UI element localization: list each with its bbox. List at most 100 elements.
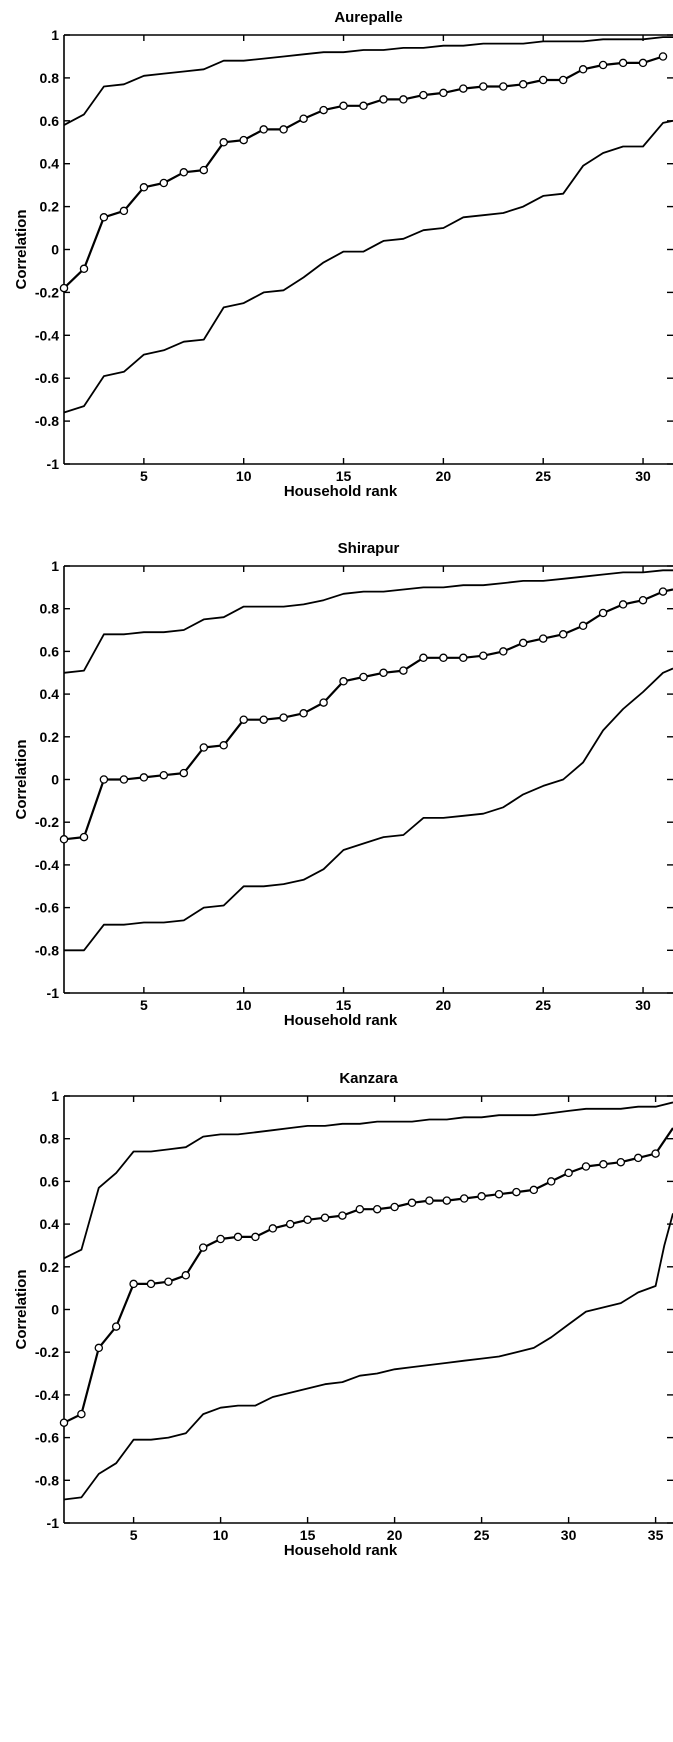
- y-tick-label: -0.4: [35, 1387, 59, 1403]
- y-tick-label: 0.2: [40, 199, 60, 215]
- data-point: [419, 653, 428, 663]
- y-tick-label: -0.8: [35, 942, 59, 958]
- data-point: [233, 1232, 243, 1242]
- x-tick-label: 20: [436, 468, 452, 484]
- chart-title: Shirapur: [338, 540, 400, 557]
- x-tick-label: 15: [336, 468, 352, 484]
- data-point: [372, 1204, 382, 1214]
- y-tick-label: 0.6: [40, 1173, 60, 1189]
- y-tick-label: -0.2: [35, 284, 59, 300]
- data-point: [546, 1177, 556, 1186]
- data-point: [499, 647, 508, 656]
- data-point: [239, 715, 248, 724]
- data-point: [199, 743, 209, 752]
- data-point: [399, 666, 408, 675]
- series-line-estimate: [63, 55, 664, 289]
- x-axis-label: Household rank: [284, 1542, 398, 1559]
- series-line-lower: [63, 119, 673, 414]
- y-tick-label: 0: [51, 772, 59, 788]
- x-tick-label: 30: [561, 1527, 577, 1543]
- data-point: [638, 595, 648, 605]
- chart-panel-shirapur: Shirapur 1 0.8 0.6 0.4 0.2 0 -0.2 -0.4 -0.6 -0.8 -1…: [13, 540, 673, 1029]
- data-point: [285, 1219, 295, 1229]
- y-tick-label: 0.6: [40, 113, 60, 129]
- chart-panel-kanzara: Kanzara 1 0.8 0.6 0.4 0.2 0 -0.2 -0.4 -0.6 -0.8 -1 5…: [13, 1070, 673, 1559]
- data-point: [499, 82, 508, 91]
- y-tick-label: 0: [51, 242, 59, 258]
- data-point: [181, 1271, 191, 1280]
- data-point: [618, 58, 628, 68]
- data-point: [219, 138, 228, 147]
- data-point: [129, 1279, 138, 1289]
- data-point: [638, 58, 648, 68]
- y-axis-label: Correlation: [13, 1269, 30, 1349]
- y-tick-label: 0: [51, 1302, 59, 1318]
- data-point: [159, 770, 169, 780]
- data-point: [459, 1194, 469, 1203]
- series-line-upper: [63, 1101, 673, 1260]
- data-point: [633, 1153, 643, 1163]
- data-point: [319, 105, 328, 115]
- y-tick-label: 0.8: [40, 70, 60, 86]
- data-point: [599, 1160, 608, 1169]
- data-point: [618, 600, 628, 609]
- data-point: [359, 672, 368, 682]
- series-line-lower: [64, 667, 673, 952]
- y-tick-label: -0.2: [35, 1344, 59, 1360]
- data-point: [564, 1168, 573, 1178]
- data-point: [512, 1187, 521, 1197]
- data-point: [77, 1409, 86, 1419]
- data-point: [303, 1215, 312, 1225]
- data-point: [425, 1196, 434, 1205]
- data-point: [558, 75, 568, 85]
- data-point: [379, 668, 388, 678]
- data-point: [59, 1418, 69, 1427]
- data-point: [111, 1322, 121, 1331]
- data-point: [658, 52, 668, 61]
- series-line-upper: [63, 36, 673, 126]
- chart-title: Kanzara: [339, 1070, 398, 1087]
- y-tick-label: -0.6: [35, 370, 59, 386]
- x-tick-label: 5: [140, 997, 148, 1013]
- data-point: [259, 125, 268, 134]
- data-point: [598, 608, 608, 618]
- y-tick-label: 0.6: [40, 643, 60, 659]
- data-point: [338, 1211, 347, 1220]
- data-point: [538, 75, 548, 85]
- y-tick-label: 0.2: [40, 1259, 60, 1275]
- data-point: [99, 775, 109, 784]
- data-point: [279, 713, 288, 722]
- data-point: [299, 709, 308, 718]
- data-point: [179, 768, 189, 778]
- x-tick-label: 5: [140, 468, 148, 484]
- data-point: [216, 1234, 225, 1244]
- data-point: [459, 653, 468, 663]
- y-tick-label: 1: [51, 558, 59, 574]
- x-tick-label: 20: [387, 1527, 403, 1543]
- y-tick-label: 1: [51, 1088, 59, 1104]
- data-point: [355, 1204, 365, 1214]
- data-point: [538, 634, 548, 643]
- data-point: [268, 1224, 278, 1233]
- chart-panel-aurepalle: Aurepalle 1 0.8 0.6 0.4 0.2 0 -0.2 -0.4 -0.6 -0.8 -…: [13, 9, 673, 500]
- data-point: [320, 1213, 330, 1222]
- data-point: [99, 213, 109, 222]
- y-tick-label: -0.2: [35, 814, 59, 830]
- data-point: [658, 587, 668, 596]
- y-axis-label: Correlation: [13, 209, 30, 289]
- data-point: [459, 84, 468, 93]
- data-point: [179, 168, 189, 177]
- data-point: [279, 125, 288, 134]
- x-axis-label: Household rank: [284, 483, 398, 500]
- data-point: [578, 621, 588, 631]
- y-tick-label: -0.6: [35, 1430, 59, 1446]
- x-axis-label: Household rank: [284, 1012, 398, 1029]
- x-tick-label: 15: [300, 1527, 316, 1543]
- data-point: [651, 1149, 660, 1158]
- data-point: [239, 135, 248, 145]
- data-point: [518, 80, 528, 89]
- data-point: [479, 82, 488, 91]
- chart-title: Aurepalle: [334, 9, 402, 26]
- data-point: [139, 773, 149, 782]
